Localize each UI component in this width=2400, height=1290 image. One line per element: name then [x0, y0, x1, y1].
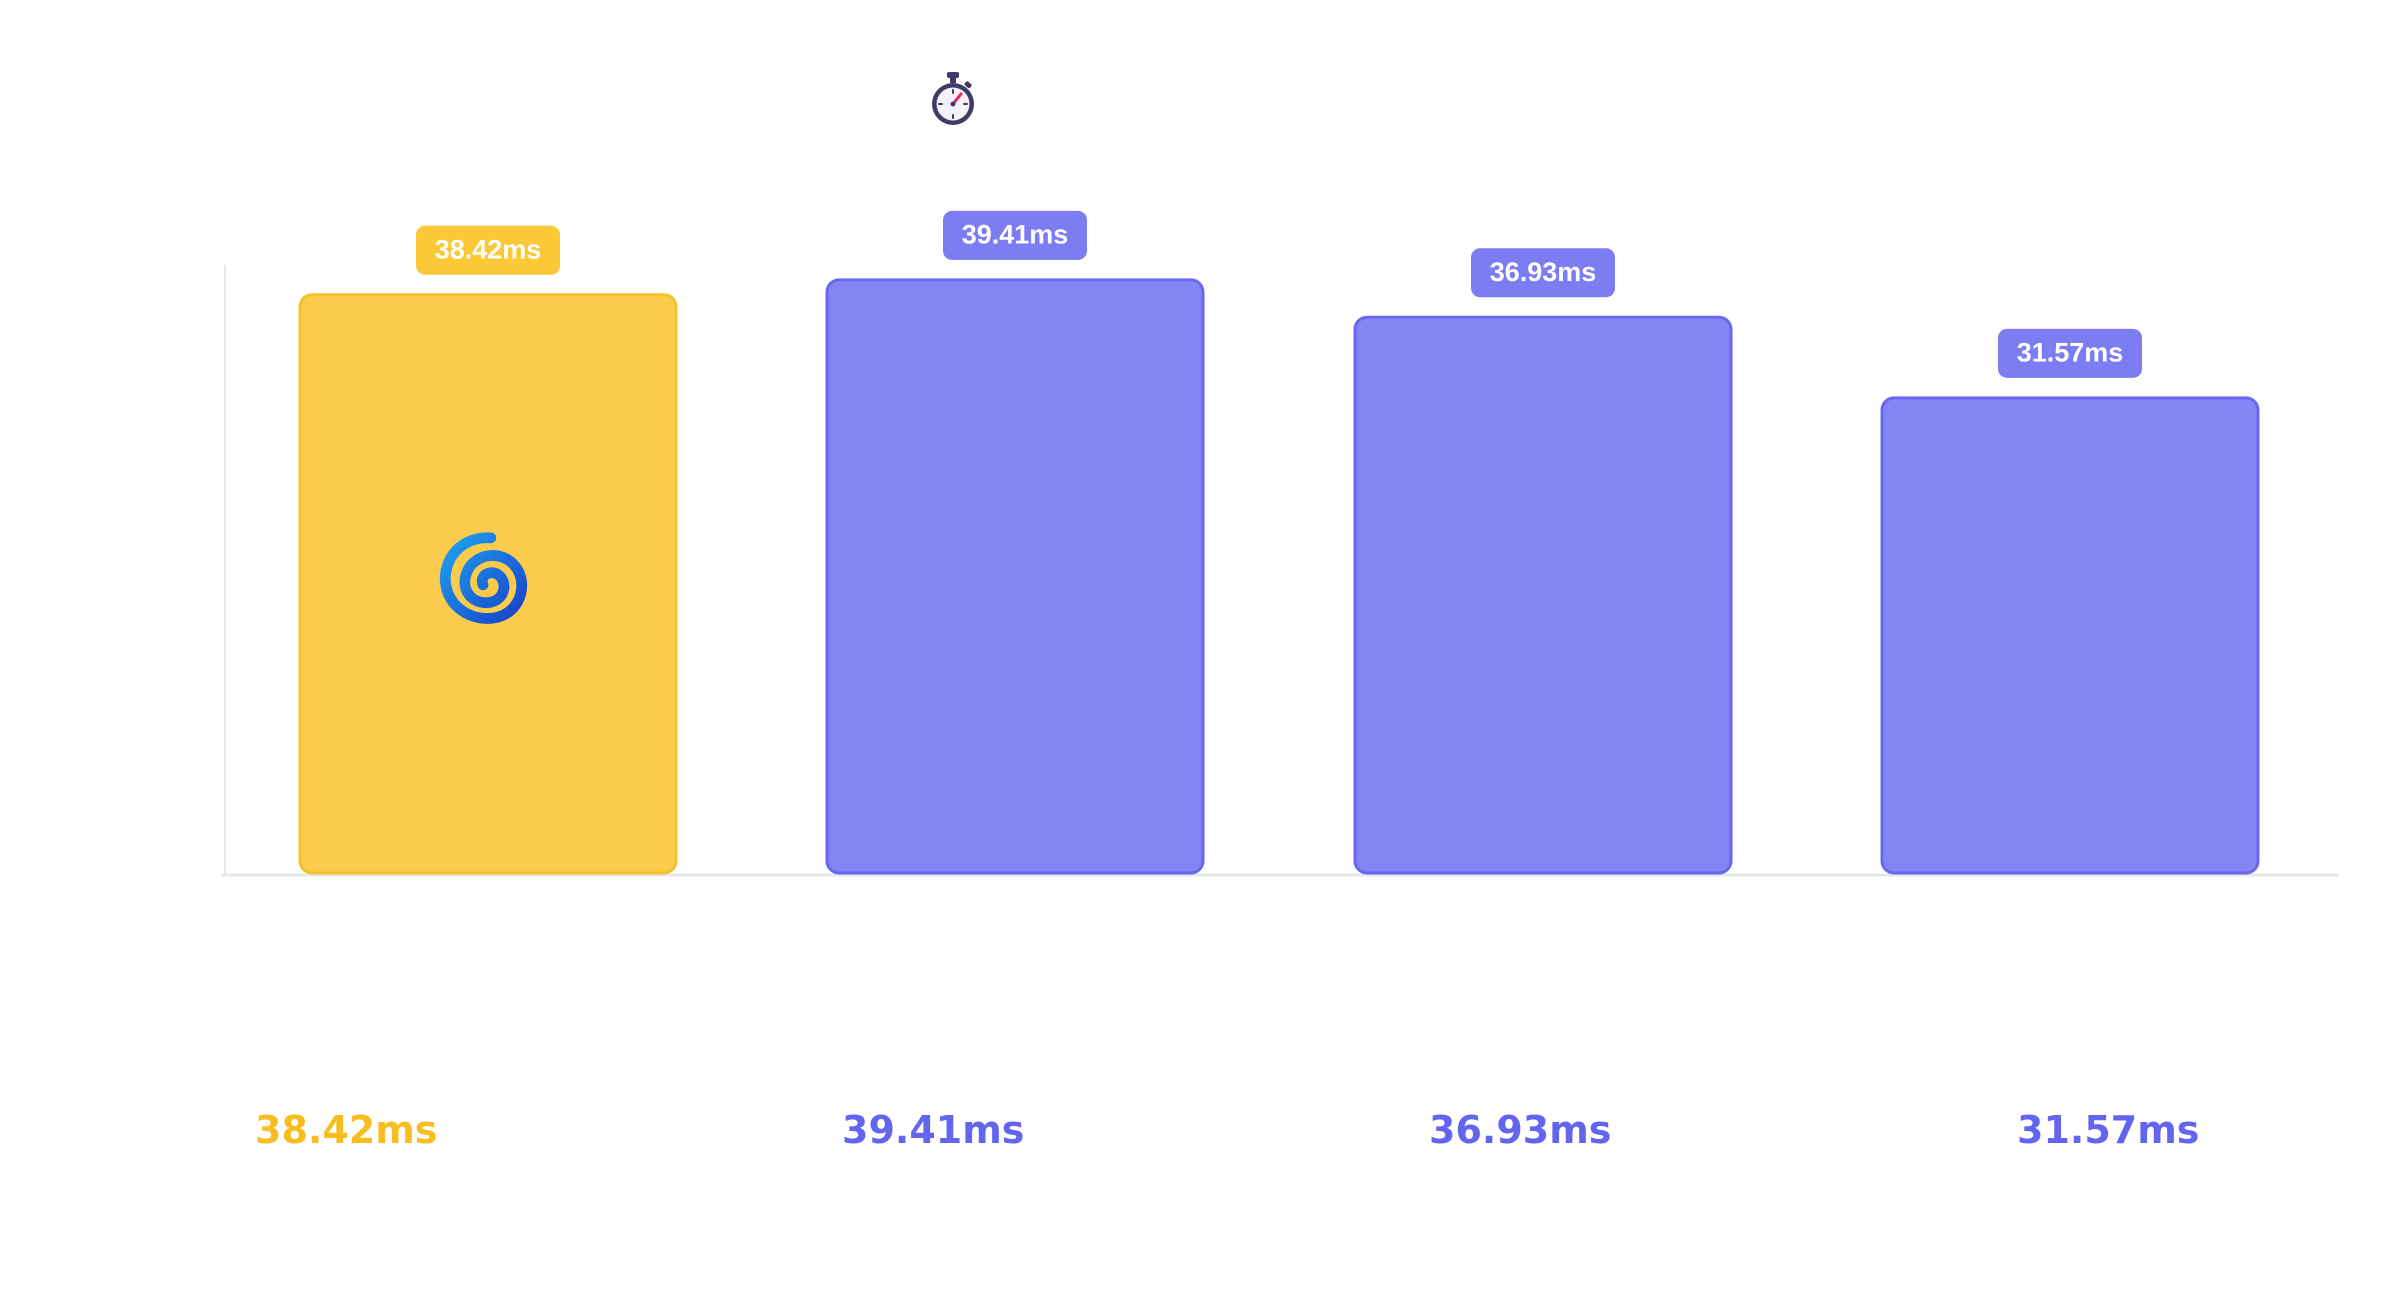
bar-3: [1353, 315, 1733, 875]
footer-values: 38.42ms 39.41ms 36.93ms 31.57ms: [0, 1105, 2400, 1165]
bars-layer: [298, 278, 2260, 875]
footer-value-1: 38.42ms: [255, 1108, 438, 1152]
data-labels-layer: 38.42ms 39.41ms 36.93ms 31.57ms: [416, 210, 2142, 378]
data-label-text-2: 39.41ms: [962, 220, 1069, 250]
footer-value-4: 31.57ms: [2017, 1108, 2200, 1152]
footer-value-2: 39.41ms: [842, 1108, 1025, 1152]
data-label-text-3: 36.93ms: [1490, 257, 1597, 287]
data-label-pill-3: [1471, 248, 1615, 298]
data-label-pill-1: [416, 225, 560, 275]
bar-4: [1880, 396, 2260, 875]
bar-2: [825, 278, 1205, 875]
stopwatch-icon: [932, 72, 974, 125]
data-label-2: 39.41ms: [943, 210, 1087, 260]
data-label-text-4: 31.57ms: [2017, 337, 2124, 367]
data-label-pill-4: [1998, 328, 2142, 378]
data-label-text-1: 38.42ms: [435, 234, 542, 264]
data-label-4: 31.57ms: [1998, 328, 2142, 378]
data-label-pill-2: [943, 210, 1087, 260]
swirl-icon: [439, 532, 528, 624]
data-label-3: 36.93ms: [1471, 248, 1615, 298]
footer-value-3: 36.93ms: [1429, 1108, 1612, 1152]
data-label-1: 38.42ms: [416, 225, 560, 275]
